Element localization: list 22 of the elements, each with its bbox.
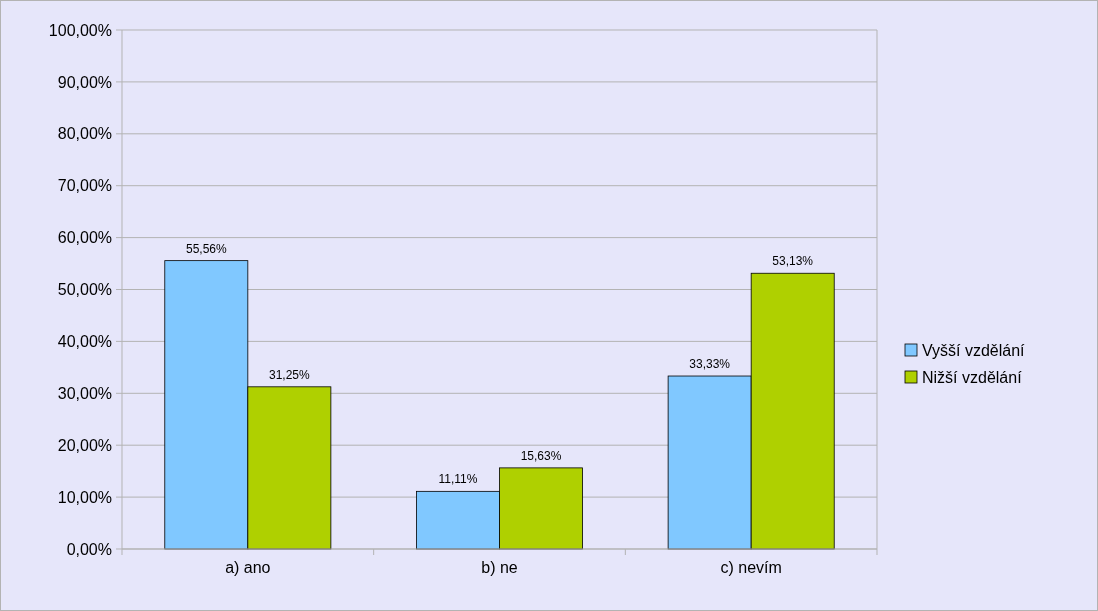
x-tick-label: c) nevím (720, 559, 782, 576)
data-label: 11,11% (438, 472, 478, 487)
y-tick-label: 90,00% (57, 73, 112, 91)
data-label: 53,13% (772, 254, 814, 269)
y-tick-label: 30,00% (57, 384, 112, 402)
y-tick-label: 20,00% (57, 436, 112, 454)
x-tick-label: b) ne (481, 559, 518, 576)
y-tick-label: 0,00% (66, 540, 112, 558)
legend-label: Vyšší vzdělání (922, 341, 1026, 359)
x-tick-label: a) ano (225, 559, 271, 576)
y-tick-label: 10,00% (57, 488, 112, 506)
data-label: 55,56% (185, 241, 227, 256)
y-tick-label: 40,00% (57, 333, 112, 350)
data-label: 15,63% (520, 448, 562, 463)
data-label: 31,25% (269, 367, 311, 382)
y-tick-label: 80,00% (57, 125, 112, 143)
y-tick-label: 70,00% (57, 177, 112, 195)
y-tick-label: 100,00% (48, 21, 112, 39)
y-tick-label: 50,00% (57, 281, 112, 299)
legend-label: Nižší vzdělání (922, 368, 1023, 386)
data-label: 33,33% (689, 357, 731, 372)
y-tick-label: 60,00% (57, 229, 112, 247)
